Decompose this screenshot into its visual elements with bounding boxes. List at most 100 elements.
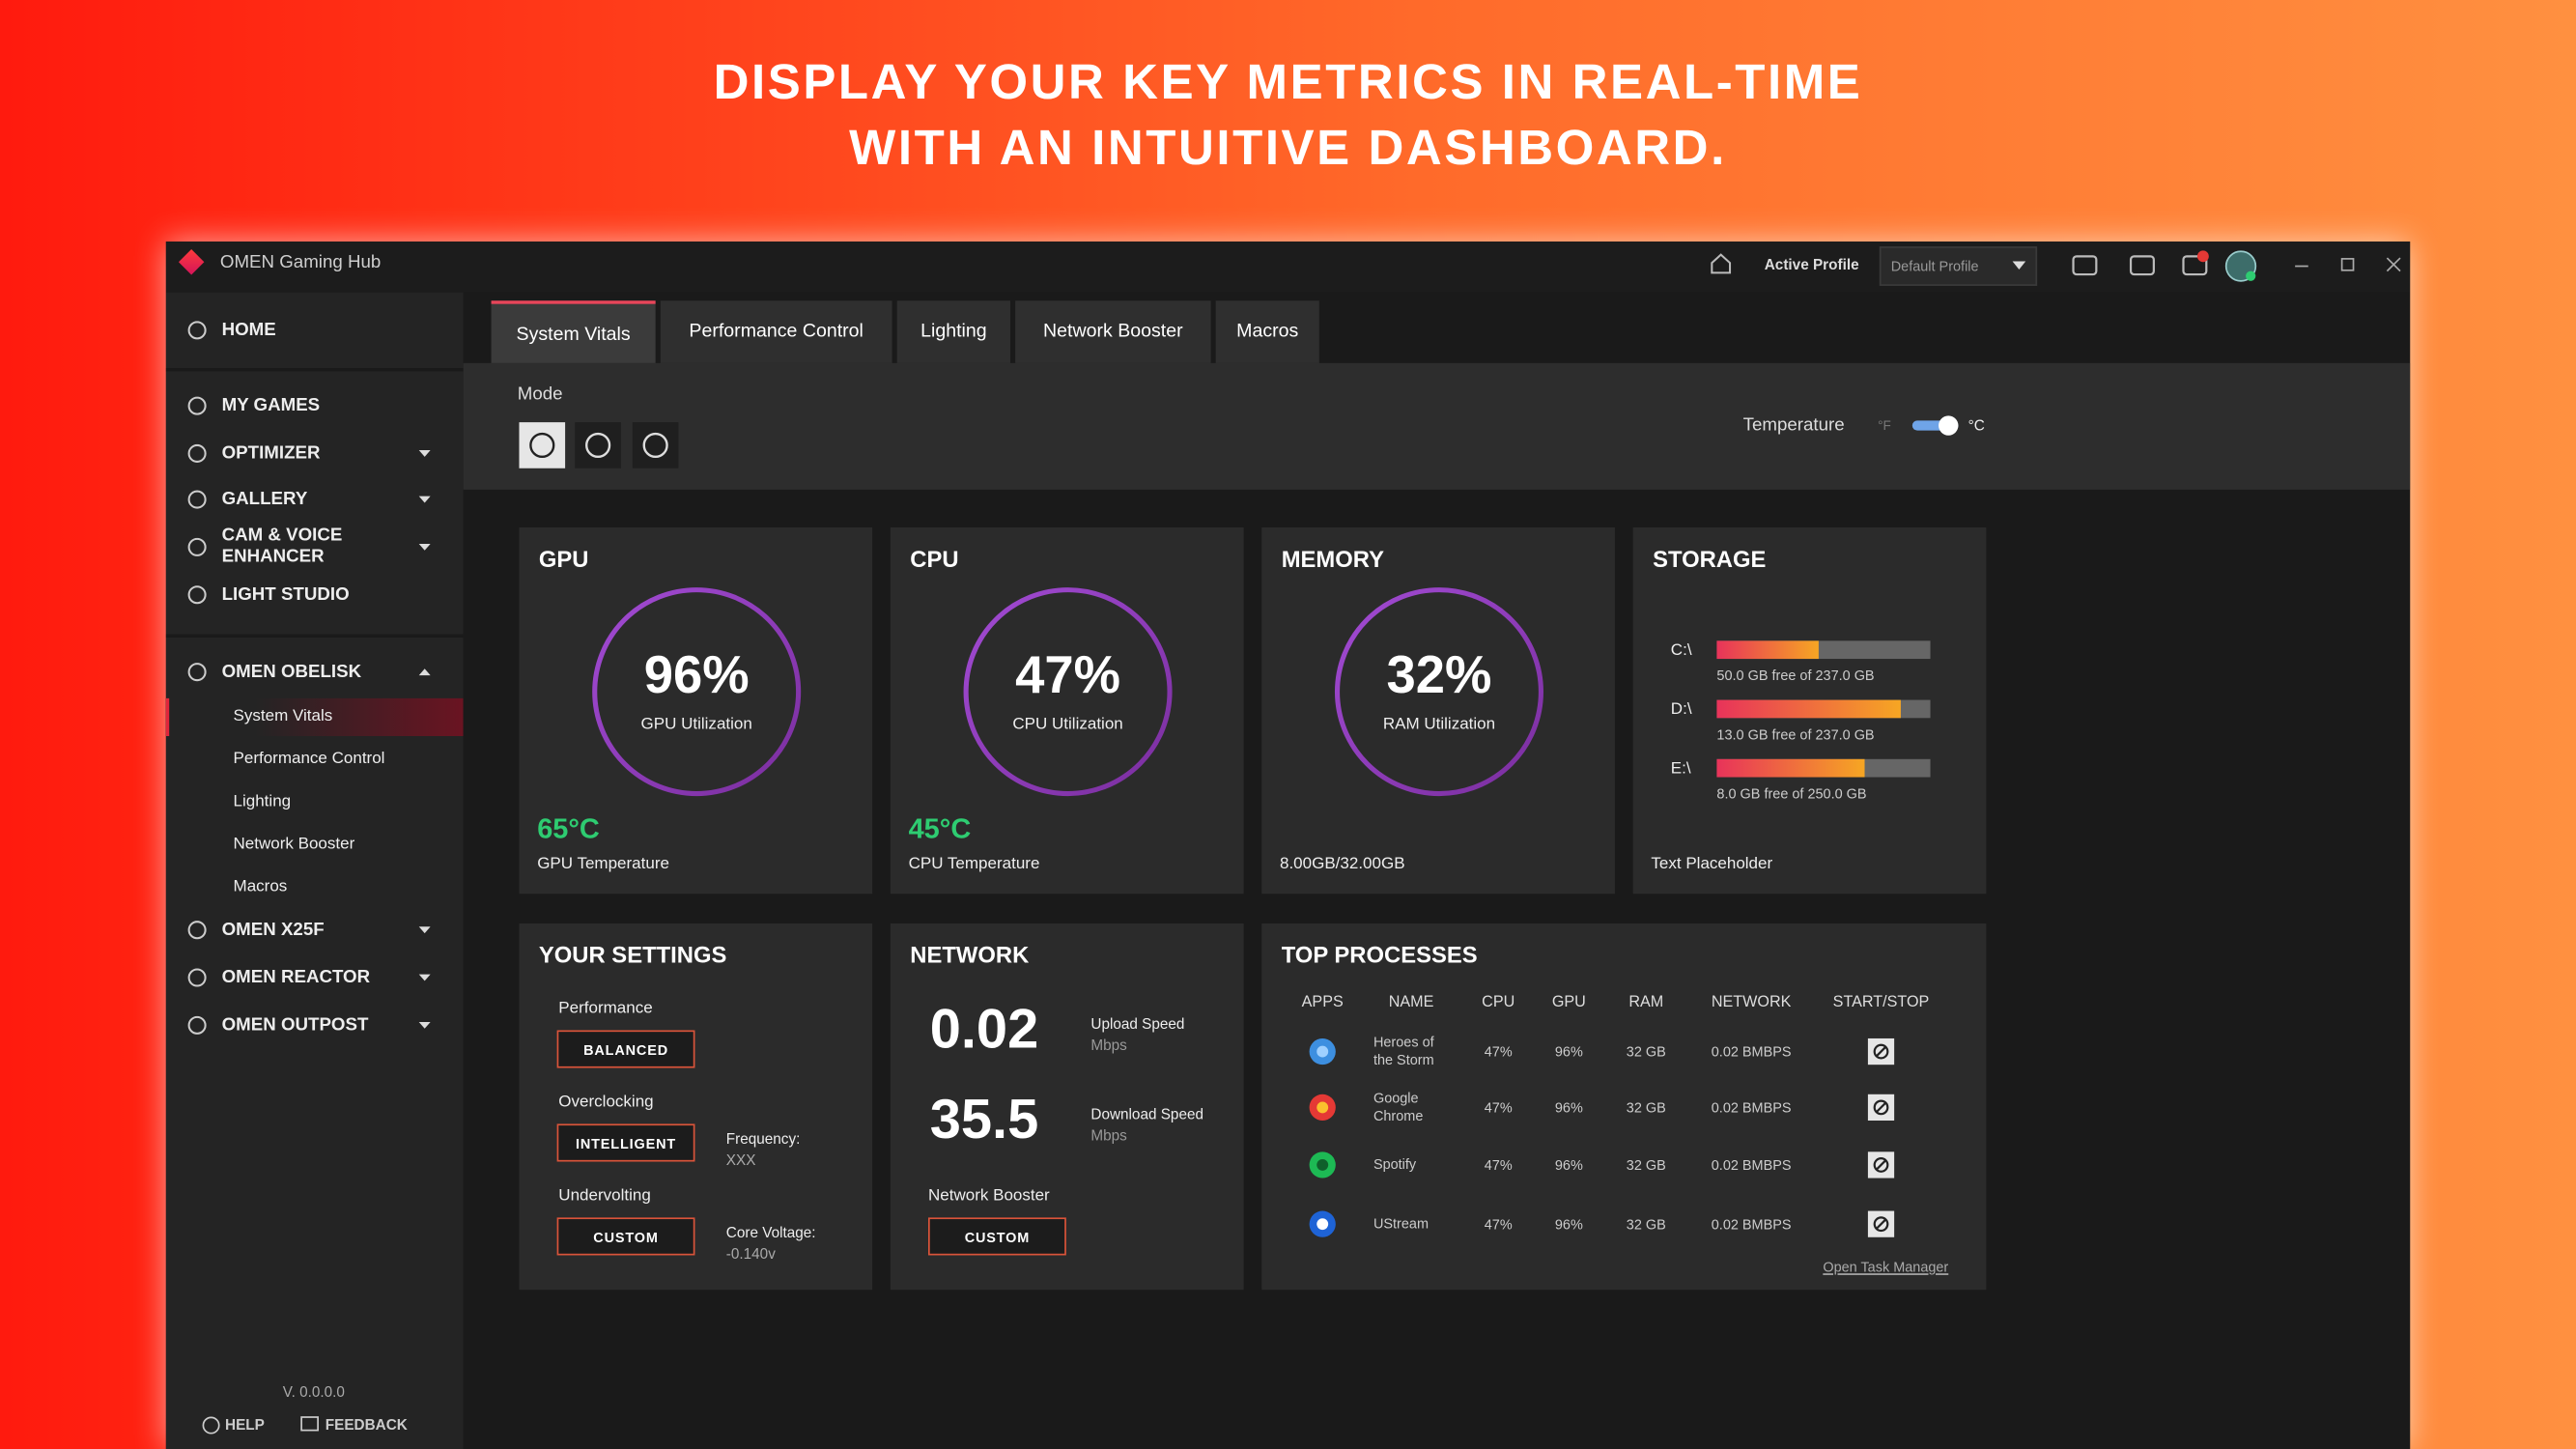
nav-icon bbox=[187, 490, 207, 509]
process-cpu: 47% bbox=[1484, 1043, 1513, 1061]
process-gpu: 96% bbox=[1554, 1215, 1583, 1233]
gauge-caption: CPU Utilization bbox=[1012, 715, 1123, 734]
setting-button[interactable]: INTELLIGENT bbox=[556, 1123, 695, 1162]
nav-icon bbox=[187, 396, 207, 415]
nav-caret bbox=[418, 926, 431, 934]
mode-button[interactable] bbox=[519, 422, 566, 469]
setting-button-text: BALANCED bbox=[583, 1040, 669, 1058]
app-logo bbox=[178, 249, 205, 275]
column-header: START/STOP bbox=[1832, 993, 1930, 1011]
mode-button[interactable] bbox=[632, 422, 679, 469]
nav-icon bbox=[187, 585, 207, 605]
card: TOP PROCESSES APPS NAME CPU GPU RAM NETWORK STA… bbox=[1261, 923, 1987, 1291]
nav-icon bbox=[187, 921, 207, 940]
process-cpu: 47% bbox=[1484, 1098, 1513, 1116]
nav-item[interactable]: OPTIMIZER bbox=[221, 443, 321, 464]
column-header: GPU bbox=[1551, 993, 1586, 1011]
profile-dropdown[interactable]: Default Profile bbox=[1879, 246, 2038, 286]
nav-item[interactable]: OMEN X25F bbox=[221, 920, 325, 940]
stop-button[interactable] bbox=[1867, 1094, 1895, 1122]
feedback-link[interactable]: FEEDBACK bbox=[325, 1416, 408, 1434]
mode-icon bbox=[585, 432, 611, 459]
tab[interactable]: System Vitals bbox=[491, 300, 656, 363]
gauge-caption: RAM Utilization bbox=[1382, 715, 1496, 734]
divider bbox=[165, 634, 464, 638]
nav-sub-item[interactable]: Performance Control bbox=[233, 750, 385, 769]
nav-caret bbox=[418, 543, 431, 551]
tab[interactable]: Macros bbox=[1215, 300, 1319, 363]
nav-item[interactable]: GALLERY bbox=[221, 489, 308, 510]
maximize-button bbox=[2340, 258, 2355, 271]
stop-icon bbox=[1873, 1099, 1889, 1116]
nav-item[interactable]: MY GAMES bbox=[221, 395, 321, 416]
tab[interactable]: Lighting bbox=[896, 300, 1011, 363]
drive-label: D:\ bbox=[1670, 700, 1692, 720]
setting-button[interactable]: CUSTOM bbox=[556, 1217, 695, 1256]
nav-item[interactable]: OMEN OUTPOST bbox=[221, 1015, 369, 1036]
task-manager-link[interactable]: Open Task Manager bbox=[1823, 1258, 1949, 1275]
nav-caret bbox=[418, 668, 431, 676]
setting-detail-label: Frequency: bbox=[725, 1130, 801, 1148]
card-title: STORAGE bbox=[1653, 545, 1767, 572]
nav-item[interactable]: OMEN REACTOR bbox=[221, 967, 371, 988]
nav-sub-item[interactable]: System Vitals bbox=[233, 707, 333, 725]
speed-label: Upload Speed bbox=[1090, 1015, 1185, 1033]
active-profile-label: Active Profile bbox=[1764, 256, 1859, 273]
help-link[interactable]: HELP bbox=[225, 1416, 265, 1434]
close-button bbox=[2386, 257, 2401, 272]
gauge-value: 96% bbox=[643, 644, 750, 704]
card: CPU 47% CPU Utilization 45°C CPU Temperature bbox=[890, 526, 1244, 895]
title-bar: OMEN Gaming Hub Active Profile Default Pro… bbox=[165, 242, 2411, 293]
nav-item[interactable]: HOME bbox=[221, 320, 276, 341]
booster-label: Network Booster bbox=[928, 1186, 1050, 1206]
drive-detail: 50.0 GB free of 237.0 GB bbox=[1716, 667, 1875, 684]
card: MEMORY 32% RAM Utilization 8.00GB/32.00GB bbox=[1261, 526, 1615, 895]
process-network: 0.02 BMBPS bbox=[1711, 1098, 1792, 1116]
nav-sub-item[interactable]: Lighting bbox=[233, 792, 292, 811]
app-icon bbox=[1309, 1210, 1336, 1237]
column-header: NETWORK bbox=[1711, 993, 1792, 1011]
tab-label: System Vitals bbox=[516, 325, 631, 346]
mode-icon bbox=[529, 432, 555, 459]
app-window: OMEN Gaming Hub Active Profile Default Pro… bbox=[165, 242, 2411, 1449]
nav-icon bbox=[187, 443, 207, 463]
nav-caret bbox=[418, 1021, 431, 1029]
setting-button[interactable]: BALANCED bbox=[556, 1030, 695, 1068]
stop-button[interactable] bbox=[1867, 1151, 1895, 1179]
mode-panel: Mode Temperature °F °C bbox=[463, 362, 2411, 490]
active-marker bbox=[165, 697, 170, 736]
headline-line: DISPLAY YOUR KEY METRICS IN REAL-TIME bbox=[713, 55, 1863, 110]
stop-button[interactable] bbox=[1867, 1210, 1895, 1237]
process-ram: 32 GB bbox=[1626, 1215, 1666, 1233]
nav-item[interactable]: LIGHT STUDIO bbox=[221, 584, 350, 605]
stop-icon bbox=[1873, 1043, 1889, 1060]
speed-unit: Mbps bbox=[1090, 1037, 1127, 1054]
process-cpu: 47% bbox=[1484, 1156, 1513, 1174]
setting-detail-value: -0.140v bbox=[725, 1245, 776, 1263]
toolbar-icon bbox=[2224, 250, 2257, 282]
nav-sub-item[interactable]: Network Booster bbox=[233, 835, 355, 854]
mode-button[interactable] bbox=[575, 422, 621, 469]
stop-button[interactable] bbox=[1867, 1037, 1895, 1065]
home-icon bbox=[1711, 253, 1732, 274]
booster-button[interactable]: CUSTOM bbox=[928, 1217, 1066, 1256]
temperature-toggle[interactable] bbox=[1911, 415, 1959, 436]
toggle-knob bbox=[1939, 415, 1959, 436]
process-name: UStream bbox=[1373, 1214, 1430, 1232]
nav-icon bbox=[187, 663, 207, 682]
nav-sub-item[interactable]: Macros bbox=[233, 878, 288, 896]
divider bbox=[165, 367, 464, 372]
storage-bar-fill bbox=[1716, 640, 1819, 660]
gauge-ring bbox=[1334, 587, 1543, 797]
tab[interactable]: Network Booster bbox=[1015, 300, 1211, 363]
dropdown-caret bbox=[2012, 261, 2026, 270]
storage-bar-fill bbox=[1716, 758, 1865, 778]
nav-item[interactable]: CAM & VOICE ENHANCER bbox=[221, 526, 343, 567]
temperature-caption: GPU Temperature bbox=[537, 855, 669, 874]
sidebar: HOME MY GAMES OPTIMIZER GALLERY CAM & VOICE … bbox=[165, 292, 464, 1449]
drive-label: C:\ bbox=[1670, 641, 1692, 660]
gauge-caption: GPU Utilization bbox=[640, 715, 752, 734]
nav-item[interactable]: OMEN OBELISK bbox=[221, 662, 362, 682]
tab[interactable]: Performance Control bbox=[660, 300, 892, 363]
